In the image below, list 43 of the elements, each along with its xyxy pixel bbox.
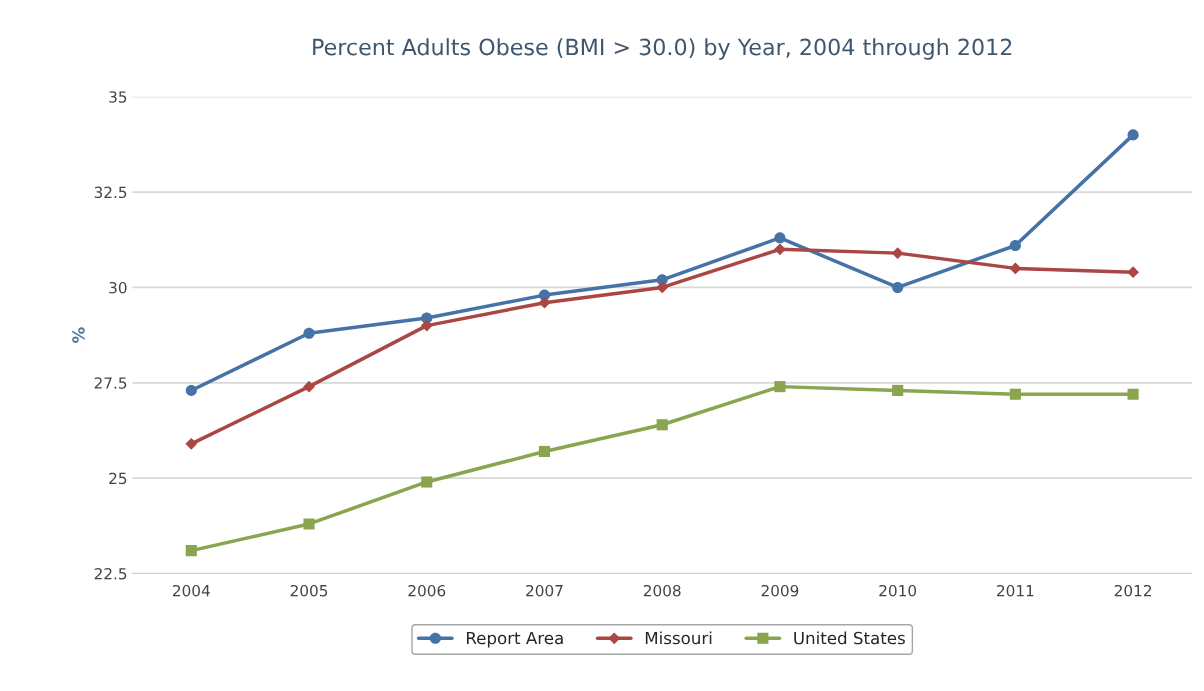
point bbox=[892, 281, 904, 294]
point bbox=[774, 243, 786, 256]
point bbox=[185, 437, 198, 450]
x-tick-label: 2010 bbox=[879, 584, 917, 597]
y-axis-title: % bbox=[72, 327, 85, 343]
x-tick-label: 2008 bbox=[643, 584, 681, 597]
x-tick-label: 2007 bbox=[526, 584, 563, 597]
point bbox=[774, 232, 786, 244]
point bbox=[538, 296, 551, 309]
point bbox=[303, 380, 315, 393]
point bbox=[538, 445, 551, 458]
point bbox=[656, 419, 668, 431]
chart-title: Percent Adults Obese (BMI > 30.0) by Year, 2004 through 2012 bbox=[313, 38, 1012, 60]
point bbox=[1009, 239, 1021, 252]
x-tick-label: 2012 bbox=[1114, 584, 1152, 597]
point bbox=[656, 281, 669, 294]
y-tick-label: 35 bbox=[109, 91, 127, 103]
point bbox=[1127, 129, 1139, 141]
y-tick-label: 22.5 bbox=[94, 568, 127, 580]
point bbox=[892, 384, 904, 396]
y-tick-label: 27.5 bbox=[94, 377, 127, 389]
x-tick-label: 2005 bbox=[290, 584, 328, 597]
point bbox=[303, 518, 315, 530]
x-tick-label: 2004 bbox=[172, 584, 210, 597]
point bbox=[303, 327, 315, 339]
point bbox=[774, 381, 786, 393]
y-tick-label: 30 bbox=[109, 281, 127, 294]
point bbox=[891, 247, 904, 260]
x-tick-label: 2011 bbox=[997, 584, 1034, 597]
legend-label: United States bbox=[794, 631, 905, 645]
point bbox=[420, 319, 433, 332]
x-tick-label: 2006 bbox=[408, 584, 446, 597]
y-tick-label: 25 bbox=[109, 472, 127, 485]
legend-label: Report Area bbox=[466, 631, 563, 648]
point bbox=[1127, 388, 1139, 400]
point bbox=[1127, 266, 1139, 279]
point bbox=[185, 384, 197, 396]
x-tick-label: 2009 bbox=[761, 584, 799, 597]
point bbox=[421, 476, 433, 488]
legend-label: Missouri bbox=[645, 631, 712, 645]
y-tick-label: 32.5 bbox=[94, 186, 127, 199]
point bbox=[185, 545, 197, 557]
point bbox=[1009, 388, 1021, 400]
